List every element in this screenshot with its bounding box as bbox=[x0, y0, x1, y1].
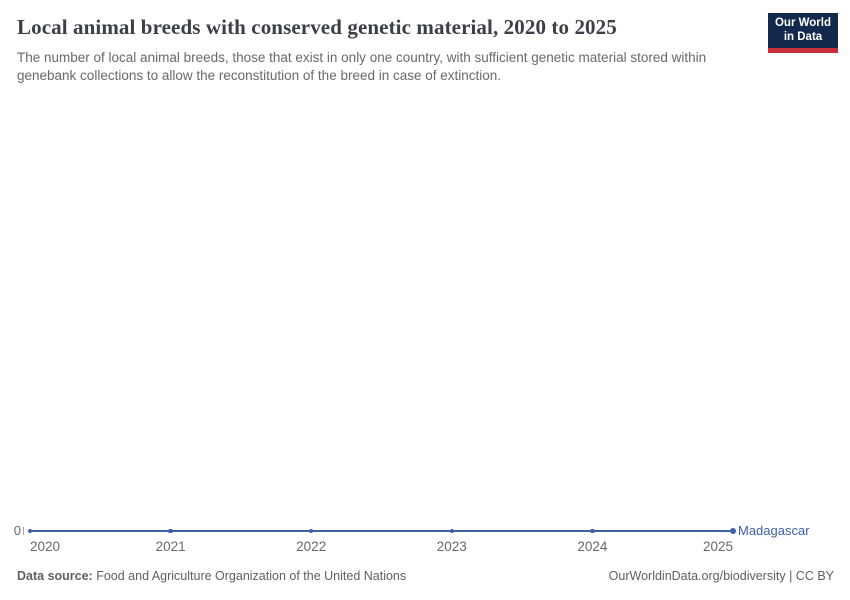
owid-logo-line2: in Data bbox=[783, 30, 823, 43]
owid-logo[interactable]: Our World in Data bbox=[768, 13, 838, 53]
x-tick-label-2024: 2024 bbox=[577, 539, 608, 554]
y-axis-zero-label: 0 bbox=[13, 523, 21, 538]
x-tick-label-2020: 2020 bbox=[30, 539, 61, 554]
x-tick-label-2025: 2025 bbox=[702, 539, 733, 554]
page-title: Local animal breeds with conserved genet… bbox=[17, 15, 617, 39]
data-source-label: Data source: bbox=[17, 569, 93, 583]
data-point-2023[interactable] bbox=[449, 528, 455, 534]
credit-note: OurWorldinData.org/biodiversity | CC BY bbox=[608, 569, 834, 583]
data-point-2022[interactable] bbox=[308, 528, 314, 534]
series-label-madagascar[interactable]: Madagascar bbox=[738, 523, 810, 538]
y-axis-tick bbox=[23, 527, 24, 535]
data-point-2021[interactable] bbox=[168, 528, 173, 534]
data-source-text: Food and Agriculture Organization of the… bbox=[96, 569, 407, 583]
data-point-2024[interactable] bbox=[590, 528, 595, 534]
x-tick-label-2021: 2021 bbox=[155, 539, 186, 554]
data-point-2025[interactable] bbox=[730, 528, 736, 534]
data-source-note: Data source: Food and Agriculture Organi… bbox=[17, 569, 406, 584]
data-point-2020[interactable] bbox=[27, 528, 33, 534]
series-line-madagascar[interactable] bbox=[30, 530, 733, 532]
x-tick-label-2022: 2022 bbox=[296, 539, 327, 554]
chart-subtitle: The number of local animal breeds, those… bbox=[17, 50, 707, 83]
owid-logo-line1: Our World bbox=[774, 17, 831, 29]
x-tick-label-2023: 2023 bbox=[436, 539, 467, 554]
